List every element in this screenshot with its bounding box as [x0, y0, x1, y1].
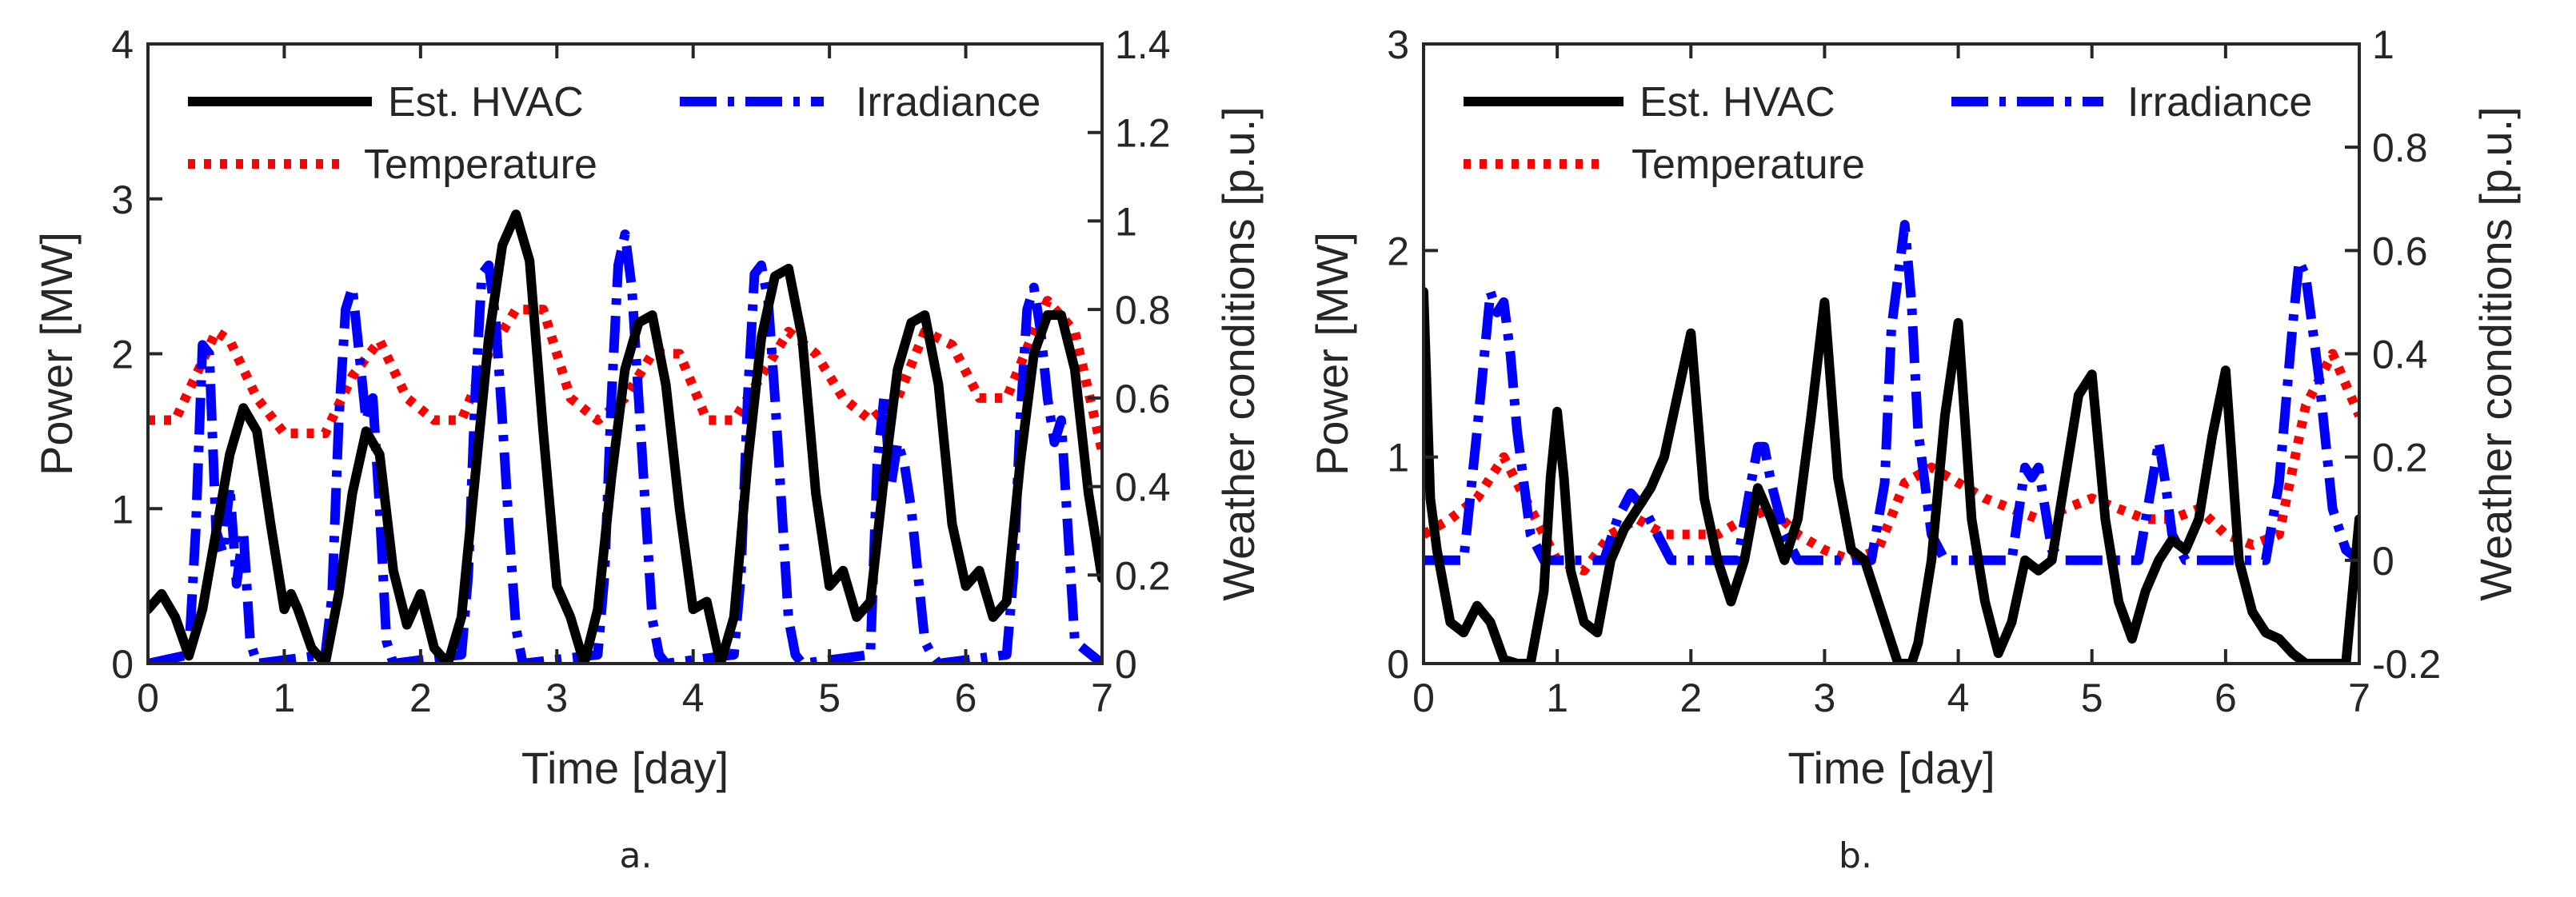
chart-a-x-tick-label: 5: [818, 676, 841, 720]
chart-b-x-tick-label: 7: [2348, 676, 2370, 720]
chart-a-y-tick-label: 4: [111, 22, 134, 67]
chart-b-y2-axis-label: Weather conditions [p.u.]: [2470, 106, 2521, 600]
chart-b-series-temperature: [1424, 349, 2359, 576]
chart-a-x-tick-label: 2: [409, 676, 432, 720]
chart-b-y2-tick-label: 1: [2372, 22, 2394, 67]
chart-a-y-tick-label: 1: [111, 487, 134, 532]
chart-a-y2-axis-label: Weather conditions [p.u.]: [1213, 106, 1264, 600]
chart-a-x-tick-label: 1: [274, 676, 296, 720]
chart-a-x-tick-label: 7: [1091, 676, 1113, 720]
chart-a-x-tick-label: 6: [955, 676, 977, 720]
chart-a-x-tick-label: 3: [545, 676, 568, 720]
chart-b-y-axis-label: Power [MW]: [1307, 232, 1357, 476]
chart-a-series-layer: [148, 209, 1102, 664]
chart-b: 0 1 2 3 4 5 6 7 0 1 2 3 -0.2 0 0.2 0.4 0.6 0.8 1 Time [day…: [1307, 22, 2521, 876]
chart-b-x-tick-label: 6: [2215, 676, 2237, 720]
chart-a-y2-tick-label: 0: [1115, 642, 1137, 687]
chart-a-x-tick-label: 0: [137, 676, 159, 720]
chart-b-legend-est-hvac: Est. HVAC: [1639, 79, 1835, 126]
chart-b-x-tick-label: 3: [1814, 676, 1836, 720]
chart-b-legend-irradiance: Irradiance: [2127, 79, 2312, 126]
chart-a-legend: Est. HVAC Irradiance Temperature: [188, 79, 1040, 188]
chart-a-y2-tick-label: 1.4: [1115, 22, 1171, 67]
chart-b-y2-tick-label: 0: [2372, 539, 2394, 584]
chart-b-x-tick-label: 0: [1412, 676, 1435, 720]
chart-a-y-axis-label: Power [MW]: [31, 232, 82, 476]
chart-a-series-est-hvac: [148, 209, 1102, 664]
chart-b-legend-temperature: Temperature: [1631, 142, 1865, 188]
chart-b-y-tick-label: 1: [1387, 436, 1409, 480]
chart-a-y2-tick-label: 0.2: [1115, 553, 1171, 598]
chart-a-x-axis-label: Time [day]: [521, 743, 729, 793]
chart-a-y2-tick-label: 1.2: [1115, 111, 1171, 156]
chart-a-caption: a.: [620, 835, 653, 876]
chart-a-legend-est-hvac: Est. HVAC: [388, 79, 584, 126]
chart-b-x-axis-label: Time [day]: [1787, 743, 1995, 793]
chart-b-x-tick-label: 4: [1947, 676, 1970, 720]
chart-a-y-tick-label: 0: [111, 642, 134, 687]
chart-a-y-tick-label: 2: [111, 333, 134, 377]
chart-a-y2-tick-label: 0.4: [1115, 465, 1171, 510]
chart-b-legend: Est. HVAC Irradiance Temperature: [1464, 79, 2312, 188]
chart-b-y2-tick-label: 0.6: [2372, 229, 2428, 273]
chart-a-legend-irradiance: Irradiance: [856, 79, 1040, 126]
chart-b-x-tick-label: 1: [1546, 676, 1568, 720]
chart-b-y-tick-label: 0: [1387, 642, 1409, 687]
chart-a-y2-tick-label: 0.8: [1115, 288, 1171, 333]
chart-b-ticks: 0 1 2 3 4 5 6 7 0 1 2 3 -0.2 0 0.2 0.4 0.6 0.8 1: [1387, 22, 2441, 720]
chart-a-y2-tick-label: 1: [1115, 199, 1137, 244]
chart-b-series-est-hvac: [1424, 287, 2359, 664]
chart-a-legend-temperature: Temperature: [364, 142, 597, 188]
chart-b-y2-tick-label: 0.4: [2372, 333, 2428, 377]
chart-a-y2-tick-label: 0.6: [1115, 377, 1171, 421]
chart-b-series-layer: [1424, 220, 2359, 664]
chart-b-y-tick-label: 2: [1387, 229, 1409, 273]
chart-b-y2-tick-label: -0.2: [2372, 642, 2441, 687]
chart-b-y2-tick-label: 0.8: [2372, 126, 2428, 170]
chart-b-y2-tick-label: 0.2: [2372, 436, 2428, 480]
chart-b-caption: b.: [1839, 835, 1872, 876]
chart-b-x-tick-label: 2: [1679, 676, 1702, 720]
chart-a-x-tick-label: 4: [682, 676, 705, 720]
chart-b-x-tick-label: 5: [2081, 676, 2103, 720]
chart-b-y-tick-label: 3: [1387, 22, 1409, 67]
chart-a-y-tick-label: 3: [111, 177, 134, 222]
